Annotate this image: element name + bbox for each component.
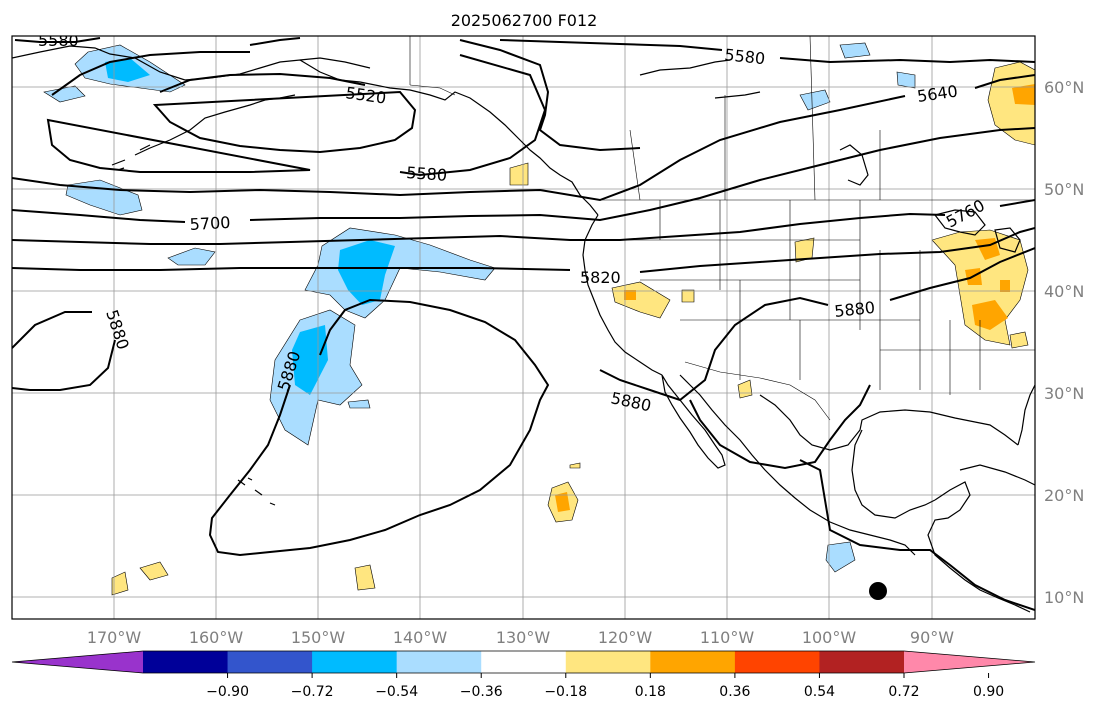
contour-label: 5880 <box>833 298 875 321</box>
shade-neg-mid <box>292 325 328 395</box>
colorbar-segment <box>143 651 229 673</box>
colorbar-extend-low <box>12 651 143 673</box>
colorbar-tick-label: −0.54 <box>375 684 418 700</box>
shade-pos-yellow <box>354 564 376 591</box>
colorbar-outline <box>11 650 1036 674</box>
contour-5880-pacific <box>208 298 550 557</box>
colorbar-segment <box>734 651 820 673</box>
contour-5880-left <box>12 311 116 391</box>
colorbar <box>11 650 1036 674</box>
contour-5580-top <box>249 37 641 152</box>
colorbar-tick-label: −0.18 <box>544 684 587 700</box>
colorbar-segment <box>396 651 482 673</box>
colorbar-tick-label: −0.72 <box>291 684 334 700</box>
colorbar-tick-label: 0.54 <box>804 684 835 700</box>
lat-label: 60°N <box>1044 78 1084 97</box>
shade-neg-light <box>799 89 831 111</box>
lon-label: 150°W <box>291 628 346 647</box>
shade-pos-orange <box>1000 280 1010 292</box>
shade-neg-light <box>896 71 916 89</box>
height-contours <box>12 37 1035 611</box>
lon-label: 90°W <box>910 628 954 647</box>
shade-pos-yellow <box>509 162 529 186</box>
colorbar-segment <box>227 651 313 673</box>
lon-label: 170°W <box>87 628 142 647</box>
shade-neg-light <box>825 541 856 573</box>
colorbar-tick-label: 0.36 <box>719 684 750 700</box>
contour-5580-north <box>499 39 1035 64</box>
shade-pos-yellow <box>111 571 129 596</box>
shade-pos-orange <box>1012 84 1035 105</box>
shade-pos-yellow <box>139 561 169 581</box>
contour-5880-south <box>689 384 1035 611</box>
shade-neg-light <box>347 399 371 409</box>
lon-label: 100°W <box>802 628 857 647</box>
contour-5700 <box>12 127 1035 223</box>
shade-pos-orange <box>555 492 570 512</box>
shade-neg-light <box>167 247 216 266</box>
lat-label: 40°N <box>1044 282 1084 301</box>
contour-5580-ring <box>46 51 547 177</box>
colorbar-segment <box>312 651 398 673</box>
colorbar-tick-label: 0.72 <box>888 684 919 700</box>
lat-label: 30°N <box>1044 384 1084 403</box>
colorbar-ticks: −0.90 −0.72 −0.54 −0.36 −0.18 0.18 0.36 0.54 0.7… <box>206 673 1004 700</box>
shade-neg-mid <box>338 240 395 305</box>
lat-label: 50°N <box>1044 180 1084 199</box>
shade-pos-yellow <box>681 289 695 303</box>
shade-pos-yellow <box>737 379 753 399</box>
lon-label: 120°W <box>598 628 653 647</box>
contour-5880-americas <box>599 247 1035 402</box>
latitude-axis: 60°N 50°N 40°N 30°N 20°N 10°N <box>1044 78 1084 607</box>
contour-5520-low <box>152 72 417 154</box>
political-borders <box>409 36 1035 421</box>
shade-pos-orange <box>624 290 636 300</box>
lat-label: 10°N <box>1044 588 1084 607</box>
contour-5760 <box>12 199 1035 245</box>
contour-label: 5700 <box>189 213 231 234</box>
map-title: 2025062700 F012 <box>451 11 598 30</box>
longitude-axis: 170°W 160°W 150°W 140°W 130°W 120°W 110°… <box>87 628 954 647</box>
lon-label: 140°W <box>393 628 448 647</box>
contour-label: 5580 <box>38 31 79 50</box>
colorbar-segment <box>650 651 736 673</box>
shade-pos-yellow <box>1009 331 1029 349</box>
shade-neg-light <box>839 42 871 59</box>
shade-pos-yellow <box>987 61 1035 146</box>
shade-neg-light <box>43 85 86 103</box>
negative-shading <box>43 42 916 573</box>
map-background <box>12 36 1035 619</box>
map-frame <box>11 35 1036 620</box>
colorbar-extend-high <box>904 651 1035 673</box>
colorbar-tick-label: −0.90 <box>206 684 249 700</box>
contour-5580-low <box>14 37 101 43</box>
graticule <box>12 36 1035 619</box>
contour-label: 5580 <box>724 45 766 68</box>
colorbar-segment <box>481 651 567 673</box>
contour-label: 5820 <box>580 268 621 287</box>
shade-pos-orange <box>972 300 1008 330</box>
contour-5820 <box>12 227 1035 273</box>
contour-label: 5580 <box>406 163 448 185</box>
shade-neg-mid <box>105 58 150 82</box>
contour-5640 <box>12 74 1035 202</box>
colorbar-tick-label: 0.90 <box>973 684 1004 700</box>
colorbar-segment <box>819 651 905 673</box>
colorbar-tick-label: −0.36 <box>460 684 503 700</box>
shade-pos-yellow <box>569 462 581 469</box>
lon-label: 130°W <box>496 628 551 647</box>
colorbar-tick-label: 0.18 <box>635 684 666 700</box>
colorbar-segment <box>565 651 651 673</box>
lat-label: 20°N <box>1044 486 1084 505</box>
storm-marker-dot <box>869 582 887 600</box>
lon-label: 160°W <box>189 628 244 647</box>
lon-label: 110°W <box>700 628 755 647</box>
